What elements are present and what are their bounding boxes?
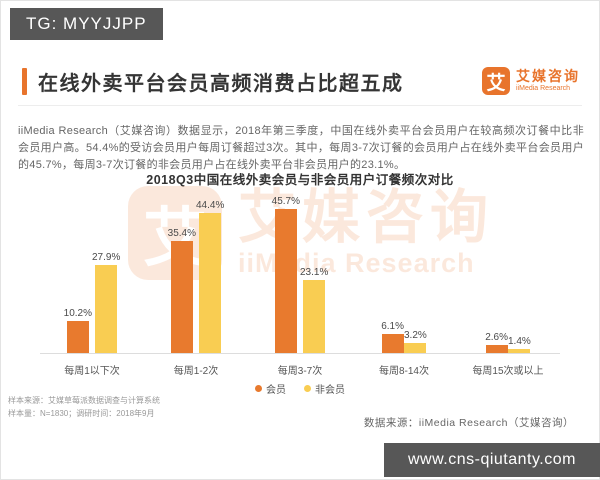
bars-row: 35.4% 44.4% (168, 200, 224, 353)
legend-label-member: 会员 (266, 385, 286, 396)
bar-value-label: 45.7% (271, 195, 300, 207)
bar-column-member: 6.1% (381, 321, 404, 353)
title-accent-bar (22, 67, 27, 95)
bar-column-non-member: 3.2% (404, 330, 427, 353)
bar-non-member (95, 264, 118, 353)
bar-value-label: 23.1% (300, 267, 329, 279)
bar-non-member (199, 212, 222, 353)
bar-value-label: 35.4% (167, 228, 196, 240)
bar-value-label: 27.9% (92, 251, 121, 263)
footnote-sample-source: 样本来源：艾媒草莓派数据调查与计算系统 (8, 396, 160, 405)
x-axis-label: 每周15次或以上 (472, 366, 544, 377)
bar-value-label: 3.2% (404, 329, 427, 341)
footnotes: 样本来源：艾媒草莓派数据调查与计算系统 样本量：N=1830；调研时间：2018… (8, 394, 160, 420)
bar-column-member: 45.7% (272, 196, 300, 353)
legend-item-non-member: 非会员 (304, 381, 345, 396)
x-axis-label: 每周3-7次 (277, 366, 323, 377)
chart-title: 2018Q3中国在线外卖会员与非会员用户订餐频次对比 (146, 173, 454, 187)
bar-member (485, 344, 508, 353)
telegram-badge: TG: MYYJJPP (10, 8, 163, 40)
bar-member (274, 208, 297, 353)
bars-row: 2.6% 1.4% (485, 332, 531, 353)
bar-member (381, 333, 404, 353)
bar-non-member (404, 342, 427, 353)
bar-column-member: 2.6% (485, 332, 508, 353)
bar-chart: 10.2% 27.9% 35.4% 44.4% 45.7% 23.1% 6.1% 3.2% 2.… (40, 192, 560, 377)
website-url: www.cns-qiutanty.com (408, 451, 576, 468)
data-source-note: 数据来源：iiMedia Research（艾媒咨询） (363, 417, 574, 429)
bar-value-label: 10.2% (63, 307, 92, 319)
bar-column-non-member: 23.1% (300, 267, 328, 353)
bar-member (66, 320, 89, 353)
legend-item-member: 会员 (255, 381, 286, 396)
bar-plot-area: 10.2% 27.9% 35.4% 44.4% 45.7% 23.1% 6.1% 3.2% 2.… (40, 192, 560, 354)
bar-group: 45.7% 23.1% (248, 196, 352, 353)
legend-dot-non-member (304, 385, 311, 392)
bar-column-non-member: 27.9% (92, 252, 120, 353)
iimedia-logo-name-cn: 艾媒咨询 (516, 68, 580, 85)
iimedia-logo-icon: 艾 (482, 67, 510, 95)
bar-group: 10.2% 27.9% (40, 252, 144, 353)
telegram-badge-text: TG: MYYJJPP (26, 14, 147, 33)
legend-label-non-member: 非会员 (315, 385, 345, 396)
legend-dot-member (255, 385, 262, 392)
header-divider (18, 105, 582, 106)
bar-value-label: 2.6% (485, 331, 508, 343)
bar-column-member: 10.2% (64, 308, 92, 353)
bars-row: 6.1% 3.2% (381, 321, 427, 353)
bar-group: 2.6% 1.4% (456, 332, 560, 353)
x-axis-labels: 每周1以下次 每周1-2次 每周3-7次 每周8-14次 每周15次或以上 (40, 362, 560, 377)
page-title: 在线外卖平台会员高频消费占比超五成 (38, 72, 404, 95)
bar-non-member (508, 348, 531, 353)
chart-legend: 会员 非会员 (0, 381, 600, 396)
website-bar: www.cns-qiutanty.com (384, 443, 600, 477)
footnote-sample-size: 样本量：N=1830；调研时间：2018年9月 (8, 409, 155, 418)
bar-value-label: 44.4% (196, 199, 225, 211)
bars-row: 45.7% 23.1% (272, 196, 328, 353)
bar-group: 6.1% 3.2% (352, 321, 456, 353)
bar-column-non-member: 44.4% (196, 200, 224, 353)
x-axis-label: 每周1以下次 (64, 366, 120, 377)
bar-value-label: 6.1% (381, 320, 404, 332)
bar-group: 35.4% 44.4% (144, 200, 248, 353)
bars-row: 10.2% 27.9% (64, 252, 120, 353)
iimedia-logo: 艾 艾媒咨询 iiMedia Research (482, 67, 580, 95)
iimedia-logo-text: 艾媒咨询 iiMedia Research (516, 69, 580, 92)
bar-value-label: 1.4% (508, 335, 531, 347)
report-header: 在线外卖平台会员高频消费占比超五成 艾 艾媒咨询 iiMedia Researc… (22, 62, 580, 100)
iimedia-logo-name-en: iiMedia Research (516, 84, 571, 92)
x-axis-label: 每周8-14次 (378, 366, 429, 377)
intro-paragraph: iiMedia Research（艾媒咨询）数据显示，2018年第三季度，中国在… (18, 125, 584, 171)
bar-member (170, 241, 193, 353)
bar-non-member (303, 280, 326, 353)
x-axis-label: 每周1-2次 (173, 366, 219, 377)
bar-column-member: 35.4% (168, 228, 196, 353)
bar-column-non-member: 1.4% (508, 336, 531, 353)
